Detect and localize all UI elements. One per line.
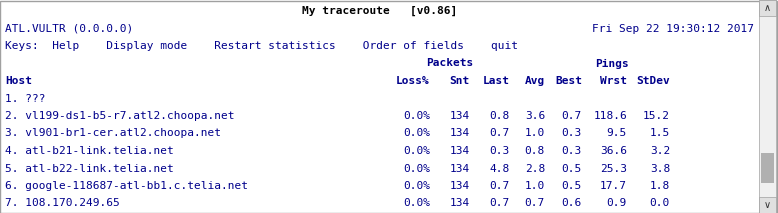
Text: 0.0%: 0.0% bbox=[403, 111, 430, 121]
Text: Packets: Packets bbox=[426, 59, 474, 69]
Bar bbox=[759, 197, 776, 213]
Text: 134: 134 bbox=[450, 146, 470, 156]
Text: Fri Sep 22 19:30:12 2017: Fri Sep 22 19:30:12 2017 bbox=[592, 23, 754, 33]
Text: 0.0%: 0.0% bbox=[403, 146, 430, 156]
Text: 1.8: 1.8 bbox=[650, 181, 670, 191]
Text: 0.8: 0.8 bbox=[489, 111, 510, 121]
Text: 0.5: 0.5 bbox=[562, 181, 582, 191]
Text: 9.5: 9.5 bbox=[607, 128, 627, 138]
Text: 3.6: 3.6 bbox=[524, 111, 545, 121]
Text: 0.7: 0.7 bbox=[489, 199, 510, 209]
Text: 0.8: 0.8 bbox=[524, 146, 545, 156]
Text: 7. 108.170.249.65: 7. 108.170.249.65 bbox=[5, 199, 120, 209]
Text: Pings: Pings bbox=[595, 59, 629, 69]
Text: 134: 134 bbox=[450, 128, 470, 138]
Text: 5. atl-b22-link.telia.net: 5. atl-b22-link.telia.net bbox=[5, 164, 173, 174]
Bar bbox=[759, 0, 776, 16]
Text: 134: 134 bbox=[450, 181, 470, 191]
Text: 0.7: 0.7 bbox=[562, 111, 582, 121]
Text: 25.3: 25.3 bbox=[600, 164, 627, 174]
Text: Best: Best bbox=[555, 76, 582, 86]
Text: Loss%: Loss% bbox=[396, 76, 430, 86]
Text: 0.7: 0.7 bbox=[524, 199, 545, 209]
Text: 1.5: 1.5 bbox=[650, 128, 670, 138]
Text: 15.2: 15.2 bbox=[643, 111, 670, 121]
Text: Keys:  Help    Display mode    Restart statistics    Order of fields    quit: Keys: Help Display mode Restart statisti… bbox=[5, 41, 518, 51]
Text: Wrst: Wrst bbox=[600, 76, 627, 86]
Text: ∨: ∨ bbox=[764, 200, 771, 210]
Bar bbox=[759, 0, 776, 213]
Text: 0.0: 0.0 bbox=[650, 199, 670, 209]
Text: 0.7: 0.7 bbox=[489, 181, 510, 191]
Text: 36.6: 36.6 bbox=[600, 146, 627, 156]
Text: 118.6: 118.6 bbox=[594, 111, 627, 121]
Text: 3. vl901-br1-cer.atl2.choopa.net: 3. vl901-br1-cer.atl2.choopa.net bbox=[5, 128, 221, 138]
Text: Host: Host bbox=[5, 76, 32, 86]
Text: Avg: Avg bbox=[524, 76, 545, 86]
Text: 134: 134 bbox=[450, 199, 470, 209]
Text: 3.2: 3.2 bbox=[650, 146, 670, 156]
Text: 4. atl-b21-link.telia.net: 4. atl-b21-link.telia.net bbox=[5, 146, 173, 156]
Text: StDev: StDev bbox=[636, 76, 670, 86]
Text: 17.7: 17.7 bbox=[600, 181, 627, 191]
Text: 0.7: 0.7 bbox=[489, 128, 510, 138]
Text: Snt: Snt bbox=[450, 76, 470, 86]
Text: 0.5: 0.5 bbox=[562, 164, 582, 174]
Text: 0.0%: 0.0% bbox=[403, 128, 430, 138]
Text: 0.6: 0.6 bbox=[562, 199, 582, 209]
Text: 0.0%: 0.0% bbox=[403, 199, 430, 209]
Text: 1.0: 1.0 bbox=[524, 181, 545, 191]
Bar bbox=[761, 153, 774, 183]
Text: My traceroute   [v0.86]: My traceroute [v0.86] bbox=[302, 6, 457, 16]
Text: 0.0%: 0.0% bbox=[403, 181, 430, 191]
Text: 134: 134 bbox=[450, 164, 470, 174]
Text: ∧: ∧ bbox=[764, 3, 771, 13]
Text: 0.0%: 0.0% bbox=[403, 164, 430, 174]
Text: 0.3: 0.3 bbox=[562, 128, 582, 138]
Text: 3.8: 3.8 bbox=[650, 164, 670, 174]
Text: Last: Last bbox=[483, 76, 510, 86]
Text: 0.3: 0.3 bbox=[562, 146, 582, 156]
Text: 6. google-118687-atl-bb1.c.telia.net: 6. google-118687-atl-bb1.c.telia.net bbox=[5, 181, 248, 191]
Text: 4.8: 4.8 bbox=[489, 164, 510, 174]
Text: 0.3: 0.3 bbox=[489, 146, 510, 156]
Text: 134: 134 bbox=[450, 111, 470, 121]
Text: 0.9: 0.9 bbox=[607, 199, 627, 209]
Text: ATL.VULTR (0.0.0.0): ATL.VULTR (0.0.0.0) bbox=[5, 23, 133, 33]
Text: 2. vl199-ds1-b5-r7.atl2.choopa.net: 2. vl199-ds1-b5-r7.atl2.choopa.net bbox=[5, 111, 234, 121]
Text: 2.8: 2.8 bbox=[524, 164, 545, 174]
Text: 1.0: 1.0 bbox=[524, 128, 545, 138]
Text: 1. ???: 1. ??? bbox=[5, 94, 45, 104]
